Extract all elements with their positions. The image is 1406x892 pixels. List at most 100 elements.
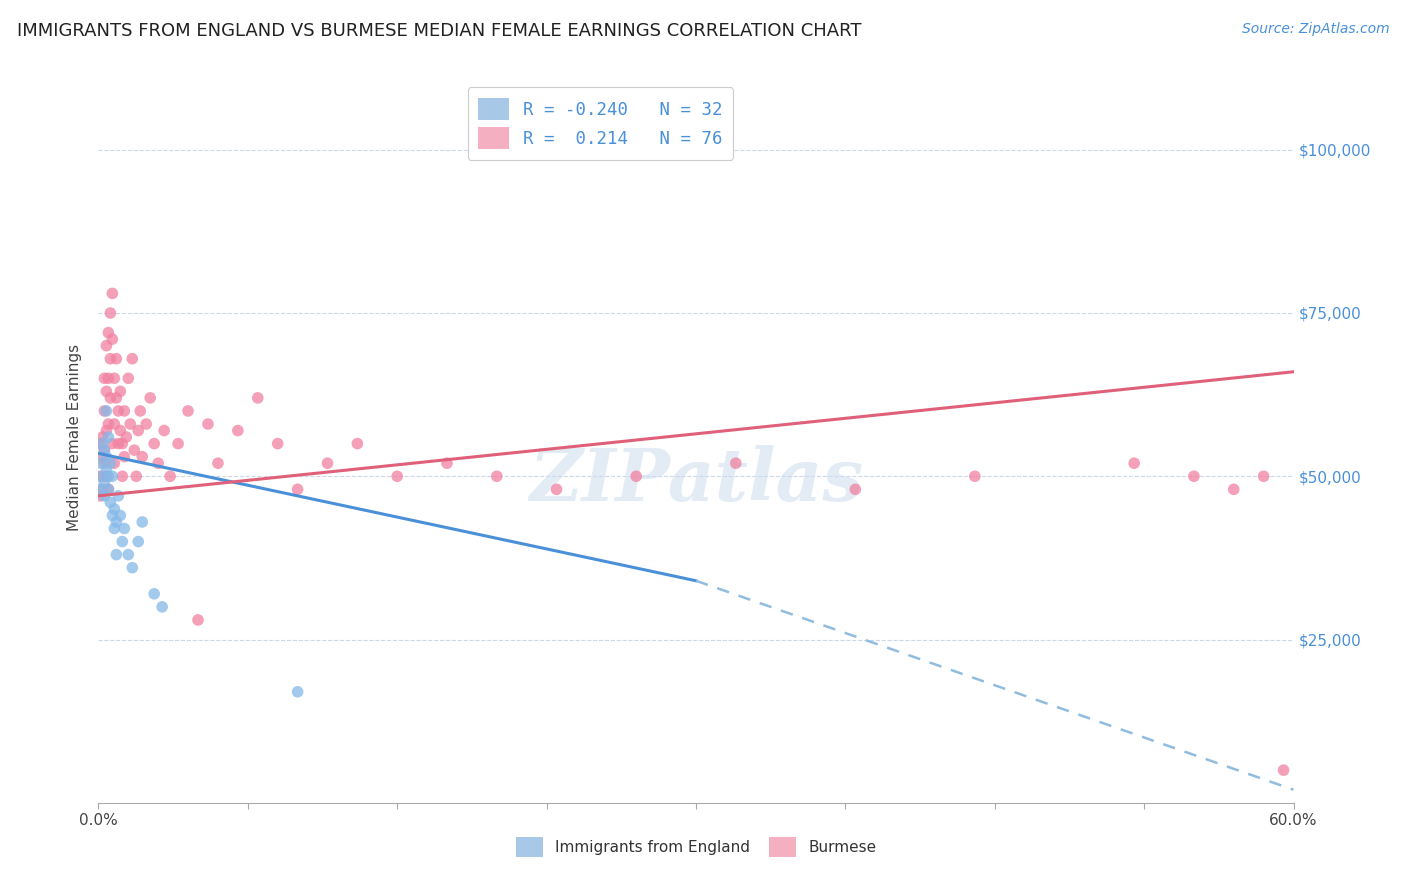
Point (93, 443, 115, 458)
Point (91, 469, 114, 483)
Point (112, 450, 135, 464)
Point (103, 502, 125, 516)
Point (129, 404, 152, 418)
Point (110, 508, 132, 523)
Point (96, 469, 118, 483)
Point (207, 456, 229, 470)
Point (187, 613, 209, 627)
Point (436, 456, 458, 470)
Point (125, 469, 148, 483)
Point (316, 456, 339, 470)
Point (121, 351, 143, 366)
Point (91, 436, 114, 450)
Point (226, 424, 249, 438)
Y-axis label: Median Female Earnings: Median Female Earnings (67, 343, 83, 531)
Point (246, 391, 269, 405)
Point (287, 483, 309, 497)
Point (93, 475, 115, 490)
Point (131, 450, 153, 464)
Point (93, 443, 115, 458)
Point (177, 404, 200, 418)
Point (112, 404, 135, 418)
Point (89, 456, 111, 470)
Point (124, 443, 146, 458)
Point (1182, 469, 1205, 483)
Point (150, 599, 173, 614)
Point (97, 371, 120, 385)
Point (97, 483, 120, 497)
Point (105, 351, 128, 366)
Point (1253, 469, 1275, 483)
Point (111, 436, 134, 450)
Point (96, 424, 118, 438)
Point (103, 371, 125, 385)
Point (626, 469, 648, 483)
Point (97, 483, 120, 497)
Point (127, 424, 149, 438)
Text: Source: ZipAtlas.com: Source: ZipAtlas.com (1241, 22, 1389, 37)
Point (153, 424, 176, 438)
Point (107, 489, 129, 503)
Point (101, 469, 124, 483)
Point (546, 483, 568, 497)
Point (97, 417, 120, 431)
Point (89, 436, 111, 450)
Point (105, 515, 128, 529)
Point (1272, 763, 1295, 777)
Point (97, 326, 120, 340)
Point (346, 436, 368, 450)
Point (98, 456, 122, 470)
Point (89, 489, 111, 503)
Point (98, 391, 122, 405)
Point (139, 391, 162, 405)
Point (91, 450, 114, 464)
Point (112, 521, 135, 535)
Point (101, 436, 124, 450)
Point (97, 430, 120, 444)
Point (135, 417, 157, 431)
Point (111, 469, 134, 483)
Point (98, 495, 122, 509)
Point (963, 469, 986, 483)
Point (1123, 456, 1146, 470)
Point (96, 338, 118, 352)
Point (91, 483, 114, 497)
Point (98, 351, 122, 366)
Point (167, 436, 190, 450)
Point (844, 483, 866, 497)
Point (110, 384, 132, 399)
Point (93, 371, 115, 385)
Point (110, 424, 132, 438)
Point (120, 417, 142, 431)
Point (96, 384, 118, 399)
Text: IMMIGRANTS FROM ENGLAND VS BURMESE MEDIAN FEMALE EARNINGS CORRELATION CHART: IMMIGRANTS FROM ENGLAND VS BURMESE MEDIA… (17, 22, 862, 40)
Point (143, 587, 166, 601)
Point (105, 548, 128, 562)
Point (89, 469, 111, 483)
Point (121, 560, 143, 574)
Point (385, 469, 409, 483)
Legend: Immigrants from England, Burmese: Immigrants from England, Burmese (508, 830, 884, 864)
Point (103, 456, 125, 470)
Point (93, 404, 115, 418)
Point (103, 417, 125, 431)
Point (111, 534, 134, 549)
Point (93, 456, 115, 470)
Point (93, 489, 115, 503)
Point (107, 404, 129, 418)
Point (115, 430, 138, 444)
Point (96, 404, 118, 418)
Point (267, 436, 290, 450)
Point (107, 436, 129, 450)
Text: ZIPatlas: ZIPatlas (529, 445, 863, 516)
Point (143, 436, 166, 450)
Point (159, 469, 181, 483)
Point (131, 515, 153, 529)
Point (97, 469, 120, 483)
Point (197, 417, 219, 431)
Point (485, 469, 508, 483)
Point (148, 456, 170, 470)
Point (101, 332, 124, 346)
Point (287, 685, 309, 699)
Point (127, 534, 149, 549)
